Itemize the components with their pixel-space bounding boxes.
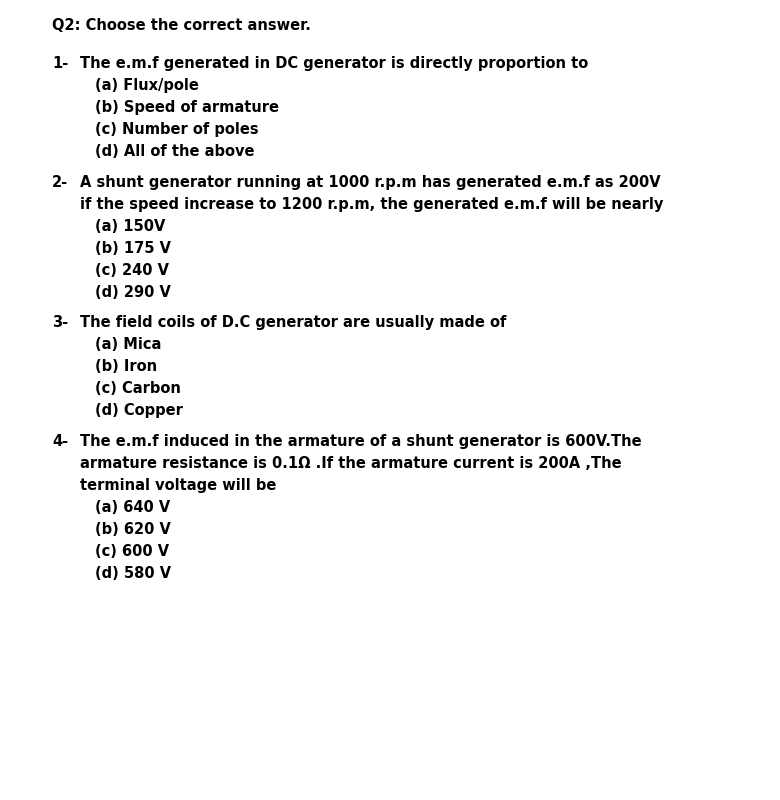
Text: A shunt generator running at 1000 r.p.m has generated e.m.f as 200V: A shunt generator running at 1000 r.p.m … [80,174,661,190]
Text: (b) Iron: (b) Iron [95,359,157,374]
Text: 2-: 2- [52,174,68,190]
Text: (d) 290 V: (d) 290 V [95,285,171,300]
Text: (a) Mica: (a) Mica [95,338,161,352]
Text: (c) Number of poles: (c) Number of poles [95,122,259,138]
Text: 3-: 3- [52,315,68,330]
Text: 4-: 4- [52,434,68,449]
Text: (a) 640 V: (a) 640 V [95,499,170,514]
Text: (c) Carbon: (c) Carbon [95,381,181,396]
Text: (b) 620 V: (b) 620 V [95,522,171,537]
Text: armature resistance is 0.1Ω .If the armature current is 200A ,The: armature resistance is 0.1Ω .If the arma… [80,455,622,470]
Text: 1-: 1- [52,56,69,71]
Text: (c) 600 V: (c) 600 V [95,543,169,558]
Text: The field coils of D.C generator are usually made of: The field coils of D.C generator are usu… [80,315,506,330]
Text: (a) 150V: (a) 150V [95,218,165,234]
Text: The e.m.f induced in the armature of a shunt generator is 600V.The: The e.m.f induced in the armature of a s… [80,434,642,449]
Text: The e.m.f generated in DC generator is directly proportion to: The e.m.f generated in DC generator is d… [80,56,588,71]
Text: Q2: Choose the correct answer.: Q2: Choose the correct answer. [52,18,311,33]
Text: (c) 240 V: (c) 240 V [95,262,169,278]
Text: (d) All of the above: (d) All of the above [95,144,254,159]
Text: (b) 175 V: (b) 175 V [95,241,171,256]
Text: (d) Copper: (d) Copper [95,403,183,418]
Text: terminal voltage will be: terminal voltage will be [80,478,276,493]
Text: (b) Speed of armature: (b) Speed of armature [95,100,279,115]
Text: (a) Flux/pole: (a) Flux/pole [95,78,199,94]
Text: if the speed increase to 1200 r.p.m, the generated e.m.f will be nearly: if the speed increase to 1200 r.p.m, the… [80,197,663,212]
Text: (d) 580 V: (d) 580 V [95,566,171,581]
